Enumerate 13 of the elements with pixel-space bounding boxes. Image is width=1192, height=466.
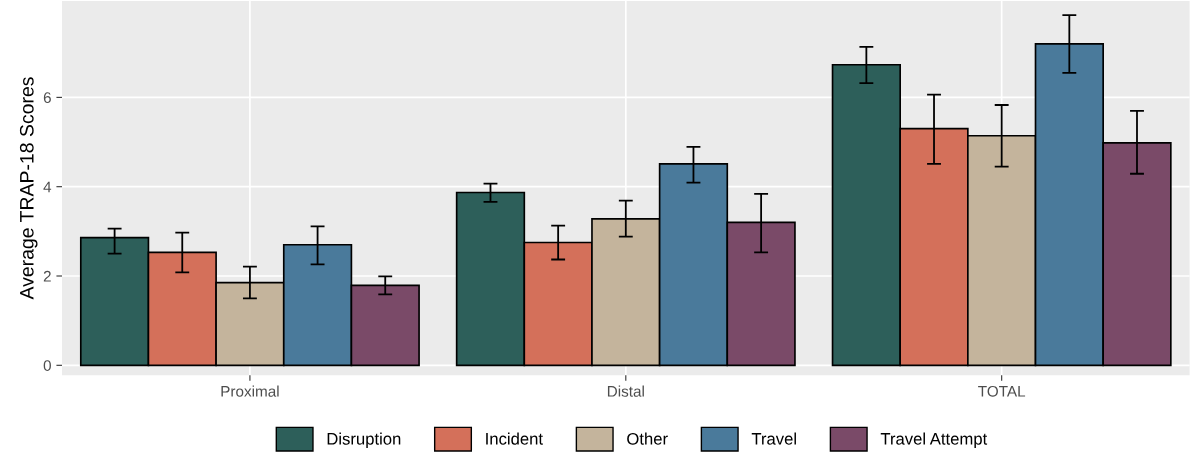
x-tick-label: Distal	[607, 385, 644, 397]
legend-label: Travel	[751, 432, 796, 445]
y-tick-label: 0	[43, 360, 51, 371]
y-tick-label: 2	[43, 270, 51, 282]
x-tick-label: Proximal	[221, 385, 279, 397]
y-tick-label: 4	[43, 181, 52, 193]
legend-label: Travel Attempt	[880, 432, 988, 449]
x-tick-label: TOTAL	[978, 385, 1026, 397]
y-tick-label: 6	[43, 92, 51, 104]
legend-label: Other	[627, 432, 668, 445]
legend-label: Disruption	[327, 432, 401, 449]
legend-label: Incident	[486, 432, 543, 445]
y-axis-title: Average TRAP-18 Scores	[19, 77, 38, 300]
